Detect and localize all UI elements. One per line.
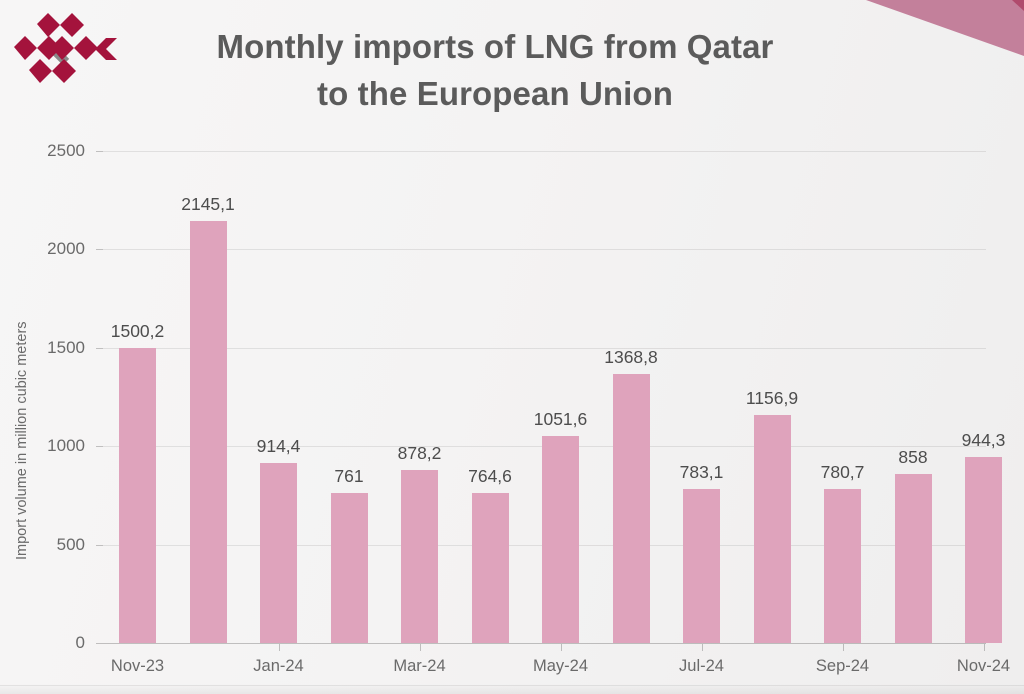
x-tick-label: Nov-23 xyxy=(110,657,165,675)
logo-glyph xyxy=(14,13,117,83)
page-title-line-1: Monthly imports of LNG from Qatar xyxy=(216,28,774,65)
x-tick-label: Jul-24 xyxy=(679,657,724,675)
x-tick-label: Nov-24 xyxy=(956,657,1011,675)
bar xyxy=(824,489,861,643)
page-title: Monthly imports of LNG from Qatar to the… xyxy=(130,24,860,118)
bar-value-label: 783,1 xyxy=(679,461,724,482)
x-tick-label: Mar-24 xyxy=(393,657,446,675)
x-tick-mark xyxy=(843,644,844,651)
bar xyxy=(894,474,932,643)
footer-rule xyxy=(0,685,1024,686)
x-axis-line xyxy=(103,643,986,644)
x-tick-label: Jan-24 xyxy=(253,657,304,675)
bar-value-label: 944,3 xyxy=(961,430,1006,451)
bar-value-label: 1051,6 xyxy=(533,409,588,430)
bar-value-label: 1500,2 xyxy=(110,320,165,341)
bar xyxy=(189,220,227,643)
bar-value-label: 2145,1 xyxy=(181,193,235,214)
y-tick-label: 1000 xyxy=(47,436,85,456)
bar xyxy=(119,347,156,643)
bar xyxy=(330,493,368,643)
y-tick-label: 500 xyxy=(56,534,85,554)
bar-value-label: 1368,8 xyxy=(604,346,658,367)
x-tick-mark xyxy=(279,644,280,651)
x-tick-label: May-24 xyxy=(532,657,589,675)
corner-triangle-accent xyxy=(866,0,1024,56)
bar xyxy=(683,488,720,643)
corner-decoration xyxy=(864,0,1024,56)
y-tick-mark xyxy=(96,643,103,644)
bar-value-label: 780,7 xyxy=(820,462,865,483)
y-tick-label: 2500 xyxy=(47,141,85,160)
y-gridline xyxy=(103,348,986,349)
bar-value-label: 761 xyxy=(334,466,364,487)
y-tick-mark xyxy=(96,545,103,546)
bar xyxy=(260,463,297,643)
bar xyxy=(965,457,1002,643)
y-tick-label: 0 xyxy=(75,633,85,652)
page-title-line-2: to the European Union xyxy=(317,74,673,112)
y-tick-label: 1500 xyxy=(47,337,85,357)
bar-value-label: 858 xyxy=(898,447,928,468)
x-tick-mark xyxy=(561,644,562,651)
x-tick-mark xyxy=(702,644,703,651)
y-tick-mark xyxy=(96,446,103,447)
bar-value-label: 878,2 xyxy=(397,443,442,464)
bar xyxy=(542,436,579,643)
x-tick-mark xyxy=(984,644,985,651)
bar-value-label: 764,6 xyxy=(468,465,512,486)
y-tick-label: 2000 xyxy=(47,239,85,259)
bar xyxy=(401,470,438,643)
corner-triangle-dark xyxy=(1012,0,1024,11)
y-gridline xyxy=(103,249,986,250)
y-tick-mark xyxy=(96,249,103,250)
x-cross-logo xyxy=(10,12,126,96)
bar-value-label: 1156,9 xyxy=(745,388,799,409)
bar xyxy=(612,373,650,643)
y-tick-mark xyxy=(96,348,103,349)
bar xyxy=(753,415,791,643)
x-tick-mark xyxy=(420,644,421,651)
bar xyxy=(471,492,509,643)
footer-band xyxy=(0,684,1024,694)
y-gridline xyxy=(103,151,986,152)
x-tick-label: Sep-24 xyxy=(815,657,870,675)
y-tick-mark xyxy=(96,151,103,152)
bar-value-label: 914,4 xyxy=(256,436,301,457)
